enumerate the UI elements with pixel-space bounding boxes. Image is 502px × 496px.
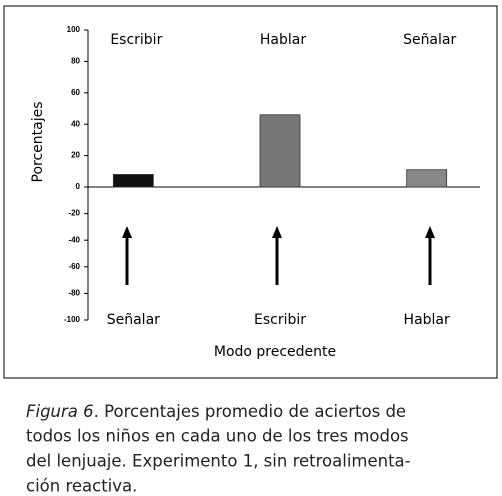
caption-label: Figura 6	[26, 402, 94, 421]
y-tick-label: 60	[71, 88, 80, 97]
arrow-head	[122, 226, 132, 238]
arrow-heads	[122, 226, 435, 238]
bar	[112, 174, 154, 188]
category-label: Hablar	[260, 32, 306, 48]
category-label: Señalar	[403, 32, 456, 48]
y2-tick-label: -40	[68, 235, 80, 244]
y-tick-label: 40	[71, 119, 80, 128]
bar	[406, 169, 448, 188]
y-tick-label: 0	[76, 182, 81, 191]
y-tick-label: 80	[71, 57, 80, 66]
x-axis-label: Modo precedente	[214, 344, 336, 360]
annotation: Escribir	[254, 312, 306, 328]
y2-tick-label: -60	[68, 262, 80, 271]
caption-line: Figura 6. Porcentajes promedio de aciert…	[26, 402, 406, 421]
y2-tick-label: -100	[64, 315, 81, 324]
arrow-head	[272, 226, 282, 238]
y2-tick-label: -20	[68, 209, 80, 218]
arrows	[125, 236, 432, 285]
annotation: Señalar	[107, 312, 160, 328]
caption-text: . Porcentajes promedio de aciertos de	[94, 402, 406, 421]
category-label: Escribir	[110, 32, 162, 48]
annotation: Hablar	[404, 312, 450, 328]
arrow-head	[425, 226, 435, 238]
caption-line: todos los niños en cada uno de los tres …	[26, 427, 409, 446]
y-tick-label: 100	[67, 25, 81, 34]
caption-line: ción reactiva.	[26, 477, 137, 496]
frame	[3, 5, 498, 379]
y-axis-label: Porcentajes	[30, 101, 46, 182]
caption-line: del lenjuaje. Experimento 1, sin retroal…	[26, 452, 411, 471]
bar	[259, 114, 301, 188]
y2-tick-label: -80	[68, 289, 80, 298]
y-tick-label: 20	[71, 151, 80, 160]
